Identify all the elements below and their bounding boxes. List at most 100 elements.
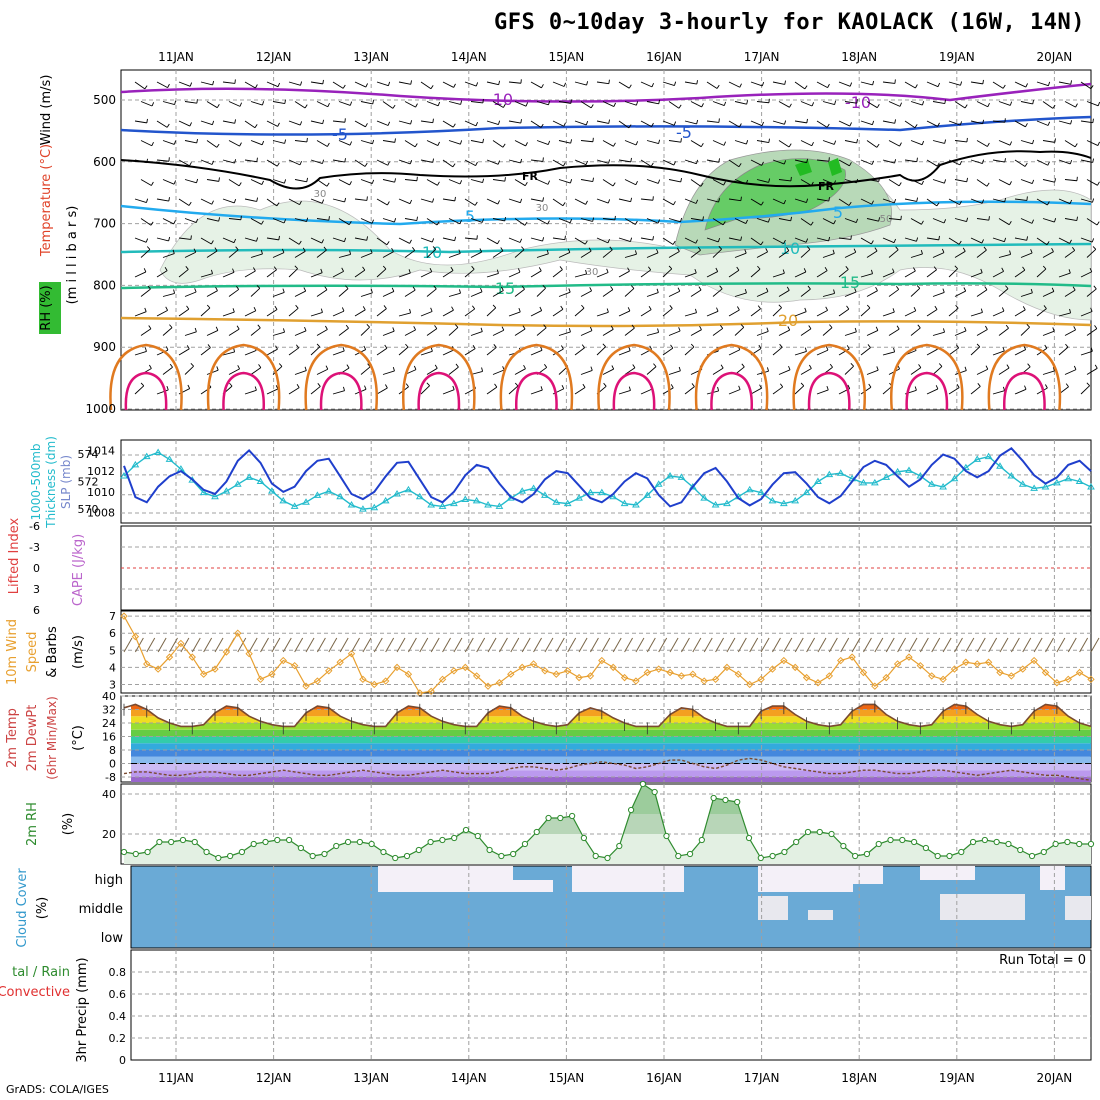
wind-barb-flag [718,245,722,250]
date-label-top: 17JAN [744,50,780,64]
wind-barb [970,272,983,278]
wind-barb-flag [216,104,220,108]
wind-barb [1058,237,1070,244]
wind-barb [354,81,367,88]
wind-barb [1020,292,1033,297]
wind-barb [596,237,609,244]
wind-barb-flag [829,324,833,328]
wind-barb [1014,349,1026,356]
wind-barb [382,179,395,183]
wind-barb [970,237,983,244]
wind-barb-flag [718,158,720,163]
wind-barb-flag [921,220,924,225]
rh-axis-label: RH (%) [39,285,54,330]
wind-barb [420,159,433,163]
wind-barb [816,389,829,395]
wind-barb [1020,140,1033,145]
wind-barb [860,120,873,126]
wind-barb [470,291,483,297]
wind-barb-flag [585,120,589,126]
wind-barb [178,269,189,278]
wind-barb [580,250,592,258]
wind-barb-flag [894,159,897,164]
thickness-point [290,502,299,509]
wind10m-barb [305,637,315,653]
wind-barb-flag [303,287,307,292]
isotherm-minus-10 [120,82,1092,103]
wind-barb [794,159,807,164]
wind-barb-flag [589,326,593,331]
wind-barb-flag [405,343,409,348]
rh-contour-label: 30 [314,189,327,200]
wind-barb-flag [717,237,721,243]
wind-speed-point [643,668,652,677]
wind-barb [338,288,349,297]
wind-barb-flag [367,363,371,368]
wind-barb [250,287,261,297]
wind-barb-flag [1032,139,1035,144]
wind-barb [932,218,945,224]
wind-barb [734,292,747,297]
wind-barb [178,348,190,356]
wind-barb [338,140,351,146]
wind-barb-flag [1022,306,1026,311]
wind-barb-flag [800,382,805,387]
clear-high-3 [572,866,684,892]
wind-speed-point [1064,675,1072,684]
wind-barb [844,218,857,224]
wind-barb [866,101,878,109]
wind-barb [712,140,725,146]
wind-barb-flag [1052,327,1055,332]
wind-barb [976,101,988,108]
thickness-point [302,498,310,505]
wind-barb-flag [570,179,573,184]
wind-barb-flag [635,141,639,146]
wind-barb [442,81,454,88]
wind-speed-point [461,663,470,672]
wind-barb-flag [229,382,233,387]
wind-barb [822,101,835,106]
wind-barb-flag [497,200,500,205]
wind-barb [882,81,895,84]
wind-barb [640,198,653,201]
date-label-bottom: 12JAN [256,1071,292,1085]
wind-barb [684,237,696,244]
wind-barb-flag [232,308,235,313]
wind-barb [310,386,321,395]
wind10m-barb [328,637,338,653]
wind-barb-flag [498,120,501,125]
wind-barb [1014,388,1027,395]
wind-barb-flag [450,266,454,271]
wind-barb [206,290,218,297]
wind-barb [332,310,345,317]
rh-point [958,848,965,856]
temperature-axis-label: Temperature (°C) [39,144,54,257]
wind-speed-point [154,665,162,673]
wind-barb-flag [723,101,727,106]
lifted-tick: 0 [33,562,40,575]
wind-barb [442,198,455,202]
wind-barb [558,140,571,144]
wind-barb-flag [606,308,609,313]
wind-barb [486,159,499,165]
wind10m-barb [385,637,395,653]
wind-barb-flag [983,246,987,251]
wind10m-barb [965,637,975,653]
thickness-point [996,462,1004,469]
wind-barb [778,250,790,258]
wind-barb-flag [321,239,324,244]
slp-tick: 1012 [87,465,115,478]
wind-barb-flag [370,249,373,254]
hot-contour [222,371,265,411]
wind-barb [134,81,146,90]
wind-barb [1064,140,1076,148]
wind-barb [338,218,350,226]
wind-barb-flag [806,198,809,203]
clear-high-1 [378,866,513,892]
wind10m-barb [669,637,679,653]
temp-band [131,729,1091,737]
wind-barb [360,218,373,224]
wind-barb [1014,269,1026,278]
